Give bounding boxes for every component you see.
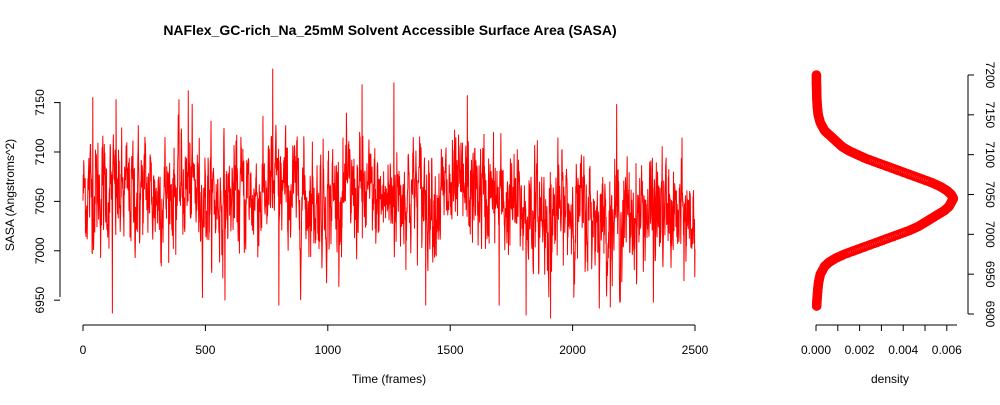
chart-title: NAFlex_GC-rich_Na_25mM Solvent Accessibl… xyxy=(163,22,616,38)
x-tick-label: 1000 xyxy=(314,343,341,357)
density-x-tick-label: 0.002 xyxy=(845,343,875,357)
density-x-tick-label: 0.004 xyxy=(888,343,918,357)
density-x-tick-label: 0.000 xyxy=(801,343,831,357)
density-y-tick-label: 6950 xyxy=(983,261,997,288)
density-x-ticks: 0.000 0.002 0.004 0.006 xyxy=(801,325,962,357)
y-tick-label: 7050 xyxy=(33,188,47,215)
density-y-tick-label: 7150 xyxy=(983,101,997,128)
timeseries-panel: 0 500 1000 1500 2000 2500 6950 7000 7050 7100 715… xyxy=(3,68,709,386)
density-y-tick-label: 7000 xyxy=(983,221,997,248)
x-axis-label: Time (frames) xyxy=(352,372,426,386)
y-axis-label: SASA (Angstroms^2) xyxy=(3,139,17,251)
x-ticks: 0 500 1000 1500 2000 2500 xyxy=(80,325,709,357)
density-x-tick-label: 0.006 xyxy=(932,343,962,357)
density-points xyxy=(811,70,959,311)
y-ticks: 6950 7000 7050 7100 7150 xyxy=(33,89,60,314)
density-y-tick-label: 7100 xyxy=(983,141,997,168)
x-tick-label: 2500 xyxy=(682,343,709,357)
y-tick-label: 7000 xyxy=(33,237,47,264)
density-y-tick-label: 7050 xyxy=(983,181,997,208)
x-tick-label: 1500 xyxy=(437,343,464,357)
y-tick-label: 7150 xyxy=(33,89,47,116)
density-panel: 0.000 0.002 0.004 0.006 6900 6950 7000 7050 710… xyxy=(801,62,997,386)
density-point xyxy=(811,70,822,80)
sasa-timeseries-line xyxy=(82,68,696,319)
density-y-tick-label: 6900 xyxy=(983,301,997,328)
density-y-tick-label: 7200 xyxy=(983,62,997,89)
x-tick-label: 0 xyxy=(80,343,87,357)
y-tick-label: 6950 xyxy=(33,287,47,314)
x-tick-label: 2000 xyxy=(559,343,586,357)
density-y-ticks: 6900 6950 7000 7050 7100 7150 7200 xyxy=(968,62,997,328)
density-x-axis-label: density xyxy=(871,372,909,386)
y-tick-label: 7100 xyxy=(33,138,47,165)
x-tick-label: 500 xyxy=(195,343,215,357)
